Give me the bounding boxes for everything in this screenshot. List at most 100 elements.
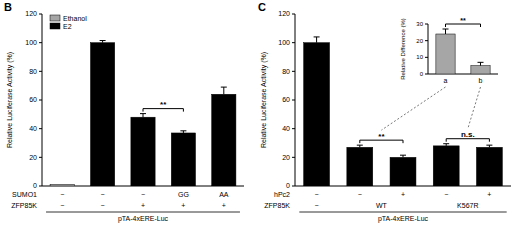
y-tick (292, 14, 295, 15)
error-bar-cap (400, 155, 406, 156)
error-bar (140, 114, 146, 118)
y-axis-title: Relative Luciferase Activity (%) (260, 52, 268, 148)
marks (50, 41, 236, 186)
y-tick (425, 40, 428, 41)
x-tick-label: b (479, 77, 483, 84)
error-bar-cap (486, 145, 492, 146)
y-tick (39, 157, 42, 158)
y-tick-label: 20 (416, 38, 423, 44)
y-axis-title: Relative Difference (%) (400, 18, 406, 80)
condition-value: + (141, 202, 145, 209)
panel-label: B (4, 1, 12, 13)
condition-value: − (60, 191, 64, 198)
y-tick (39, 128, 42, 129)
y-tick (425, 57, 428, 58)
condition-value: − (315, 191, 319, 198)
legend-label: E2 (63, 23, 72, 30)
figure: B Relative Luciferase Activity (%) 0 20 40 60… (0, 0, 515, 247)
legend-swatch (50, 15, 60, 21)
condition-value: − (101, 191, 105, 198)
error-bar (357, 145, 363, 147)
inset-background (397, 14, 502, 90)
bar (212, 94, 236, 186)
condition-value: − (358, 191, 362, 198)
y-tick-label: 0 (286, 182, 290, 189)
error-bar-stem (316, 37, 317, 43)
condition-value: + (401, 191, 405, 198)
bar (90, 43, 114, 186)
significance-label: ** (460, 17, 466, 24)
y-axis-line (428, 24, 429, 74)
error-bar (100, 41, 106, 43)
inset-link (381, 87, 445, 130)
y-tick-label: 100 (25, 39, 37, 46)
y-tick (292, 100, 295, 101)
y-tick (39, 42, 42, 43)
y-tick-label: 120 (25, 10, 37, 17)
y-tick-label: 20 (29, 154, 37, 161)
condition-value: − (141, 191, 145, 198)
condition-value: K567R (457, 202, 478, 209)
y-tick-label: 10 (416, 54, 423, 60)
bar (171, 133, 195, 186)
condition-label: ZFP85K (264, 202, 290, 209)
condition-value: + (222, 202, 226, 209)
bar (50, 185, 74, 186)
construct-label: pTA-4xERE-Luc (118, 215, 169, 223)
y-tick-label: 80 (282, 68, 290, 75)
condition-value: + (181, 202, 185, 209)
condition-value: − (315, 202, 319, 209)
significance-bracket: ** (446, 17, 481, 28)
condition-value: WT (376, 202, 388, 209)
error-bar-stem (445, 29, 446, 34)
significance-label: ** (378, 132, 385, 141)
legend: EthanolE2 (50, 15, 87, 30)
significance-label: n.s. (461, 130, 475, 139)
panel: BRelative Luciferase Activity (%)0204060… (4, 1, 244, 223)
inset-link (468, 87, 481, 129)
bracket-line (446, 24, 481, 27)
significance-bracket: n.s. (446, 130, 489, 142)
error-bar (443, 144, 449, 146)
condition-label: ZFP85K (11, 202, 37, 209)
y-tick-label: 30 (416, 21, 423, 27)
construct-line (299, 212, 506, 213)
y-tick (39, 186, 42, 187)
y-tick-label: 40 (29, 125, 37, 132)
y-tick-label: 100 (278, 39, 290, 46)
y-tick (425, 24, 428, 25)
bar (347, 147, 373, 186)
y-tick (292, 71, 295, 72)
y-tick-label: 20 (282, 154, 290, 161)
condition-label: hPc2 (274, 191, 290, 198)
y-tick-label: 80 (29, 68, 37, 75)
y-tick (425, 74, 428, 75)
condition-value: − (60, 202, 64, 209)
error-bar-cap (443, 143, 449, 144)
y-tick-label: 0 (33, 182, 37, 189)
panel-label: C (258, 1, 266, 13)
bar (476, 147, 502, 186)
y-tick-label: 0 (420, 71, 424, 77)
bar (131, 117, 155, 186)
error-bar (486, 145, 492, 147)
error-bar-cap (140, 113, 146, 114)
error-bar (443, 29, 449, 34)
error-bar-cap (100, 40, 106, 41)
error-bar (314, 37, 320, 43)
y-tick-label: 60 (282, 96, 290, 103)
y-tick (292, 157, 295, 158)
y-tick (39, 71, 42, 72)
error-bar-stem (143, 114, 144, 118)
legend-label: Ethanol (63, 15, 87, 22)
y-tick (292, 128, 295, 129)
construct-line (46, 212, 240, 213)
bar (433, 146, 459, 186)
condition-value: GG (178, 191, 189, 198)
error-bar-cap (357, 145, 363, 146)
legend-swatch (50, 23, 60, 29)
condition-value: + (487, 191, 491, 198)
construct-label: pTA-4xERE-Luc (378, 215, 429, 223)
bar (304, 43, 330, 186)
y-tick (292, 42, 295, 43)
